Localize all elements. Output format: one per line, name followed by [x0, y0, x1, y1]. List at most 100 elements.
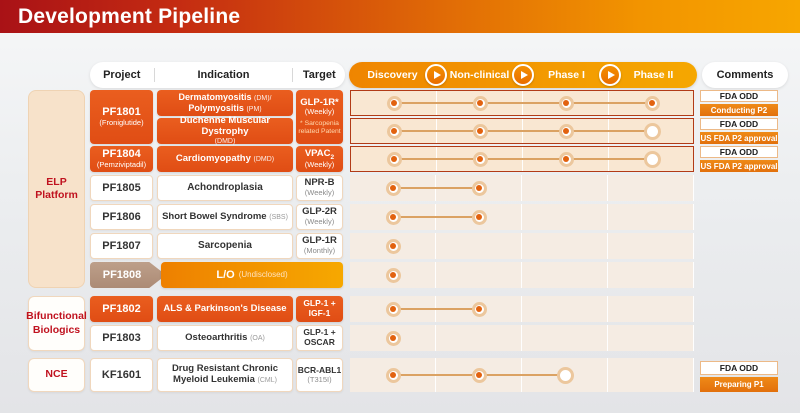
header-divider: [153, 68, 155, 82]
project-pf1807: PF1807: [90, 233, 153, 259]
play-arrow-icon: [512, 64, 534, 86]
phase-header-bar: Discovery Non-clinical Phase I Phase II: [349, 62, 697, 88]
lo-tag: (Undisclosed): [238, 270, 288, 280]
progress-line: [393, 308, 479, 310]
comment-fda-odd: FDA ODD: [700, 361, 778, 375]
indication-line: Cardiomyopathy (DMD): [176, 153, 275, 165]
indication-main: Duchenne Muscular Dystrophy: [179, 115, 271, 137]
project-code: PF1804: [102, 148, 141, 161]
column-header-project: Project: [103, 69, 141, 81]
target-frequency: (Weekly): [304, 217, 335, 227]
play-arrow-icon: [425, 64, 447, 86]
indication-tag: (SBS): [269, 213, 288, 221]
project-pf1802: PF1802: [90, 296, 153, 322]
indication-sbs: Short Bowel Syndrome (SBS): [157, 204, 293, 230]
phase-dot-complete: [471, 180, 487, 196]
phase-dot-complete: [471, 301, 487, 317]
triangle-glyph: [607, 71, 615, 79]
header-divider: [292, 68, 294, 82]
comment-fda-odd: FDA ODD: [700, 90, 778, 102]
phase-progress-pf1806: [350, 204, 694, 230]
indication-main: Achondroplasia: [187, 182, 263, 194]
project-pf1801: PF1801 (Froniglutide): [90, 90, 153, 144]
play-arrow-icon: [599, 64, 621, 86]
target-bcr-abl1: BCR-ABL1 (T315I): [296, 358, 343, 392]
project-pf1803: PF1803: [90, 325, 153, 351]
project-code: PF1807: [102, 239, 141, 252]
target-frequency: (T315I): [307, 374, 332, 384]
project-pf1808-chevron: PF1808: [90, 262, 166, 288]
project-code: PF1805: [102, 181, 141, 194]
indication-tag: (DMD): [214, 137, 236, 145]
indication-main: Drug Resistant Chronic Myeloid Leukemia: [171, 363, 279, 385]
progress-line: [393, 187, 479, 189]
phase-progress-pf1805: [350, 175, 694, 201]
column-header-indication: Indication: [197, 69, 250, 81]
progress-line: [394, 130, 652, 132]
column-header-target: Target: [302, 69, 336, 81]
target-name: BCR-ABL1: [297, 364, 342, 375]
title-banner: Development Pipeline: [0, 0, 800, 33]
target-vpac2: VPAC2 (Weekly): [296, 146, 343, 172]
phase-progress-pf1802: [350, 296, 694, 322]
project-name: (Froniglutide): [99, 118, 144, 127]
lo-label: L/O: [216, 268, 235, 281]
indication-main: Dermatomyositis: [178, 91, 252, 102]
target-glp2r: GLP-2R (Weekly): [296, 204, 343, 230]
project-pf1804: PF1804 (Pemziviptadil): [90, 146, 153, 172]
target-glp1r-monthly: GLP-1R (Monthly): [296, 233, 343, 259]
phase-label-phase1: Phase I: [548, 69, 585, 81]
indication-tag: (DM)/: [254, 94, 272, 102]
target-name: GLP-2R: [302, 206, 337, 218]
project-code: PF1801: [102, 106, 141, 119]
indication-main: Short Bowel Syndrome: [162, 210, 267, 222]
phase-dot-complete: [385, 267, 401, 283]
indication-sarcopenia: Sarcopenia: [157, 233, 293, 259]
group-nce: NCE: [28, 358, 85, 392]
phase-label-phase2: Phase II: [633, 69, 674, 81]
phase-dot-complete: [385, 180, 401, 196]
indication-cardiomyopathy: Cardiomyopathy (DMD): [157, 146, 293, 172]
phase-dot-complete: [385, 330, 401, 346]
indication-tag: (PM): [246, 106, 262, 113]
indication-main: Osteoarthritis: [185, 331, 248, 343]
phase-progress-kf1601: [350, 358, 694, 392]
indication-osteoarthritis: Osteoarthritis (OA): [157, 325, 293, 351]
comment-fda-odd: FDA ODD: [700, 146, 778, 158]
phase-dot-complete: [644, 95, 660, 111]
target-glp1-oscar: GLP-1 + OSCAR: [296, 325, 343, 351]
target-frequency: (Monthly): [303, 246, 336, 256]
phase-progress-pf1801-dmd: [350, 118, 694, 144]
phase-dot-complete: [471, 367, 487, 383]
target-name: NPR-B: [304, 177, 335, 189]
target-name: VPAC2: [304, 147, 335, 161]
column-header-comments: Comments: [702, 62, 788, 88]
project-code: PF1808: [102, 269, 142, 281]
phase-dot-complete: [385, 301, 401, 317]
phase-dot-complete: [472, 151, 488, 167]
indication-main: Sarcopenia: [198, 240, 252, 252]
phase-progress-pf1807: [350, 233, 694, 259]
target-patent-note: * Sarcopenia related Patent: [298, 120, 341, 136]
phase-dot-pending: [643, 122, 661, 140]
target-frequency: (Weekly): [304, 188, 335, 198]
phase-label-discovery: Discovery: [367, 69, 418, 81]
phase-dot-pending: [643, 150, 661, 168]
project-kf1601: KF1601: [90, 358, 153, 392]
indication-tag: (DMD): [253, 155, 275, 163]
table-header: Project Indication Target: [90, 62, 345, 88]
group-bifunctional-biologics: Bifunctional Biologics: [26, 296, 87, 351]
progress-line: [394, 102, 652, 104]
indication-tag: (OA): [250, 334, 265, 342]
phase-dot-complete: [386, 123, 402, 139]
comment-fda-odd: FDA ODD: [700, 118, 778, 130]
project-pf1805: PF1805: [90, 175, 153, 201]
target-name: IGF-1: [308, 308, 331, 318]
target-name: GLP-1 +: [303, 298, 336, 309]
target-glp1-igf1: GLP-1 + IGF-1: [296, 296, 343, 322]
phase-dot-complete: [472, 123, 488, 139]
indication-dermatomyositis: Dermatomyositis (DM)/ Polymyositis (PM): [157, 90, 293, 116]
indication-line: Polymyositis (PM): [188, 103, 261, 114]
project-code: PF1806: [102, 210, 141, 223]
